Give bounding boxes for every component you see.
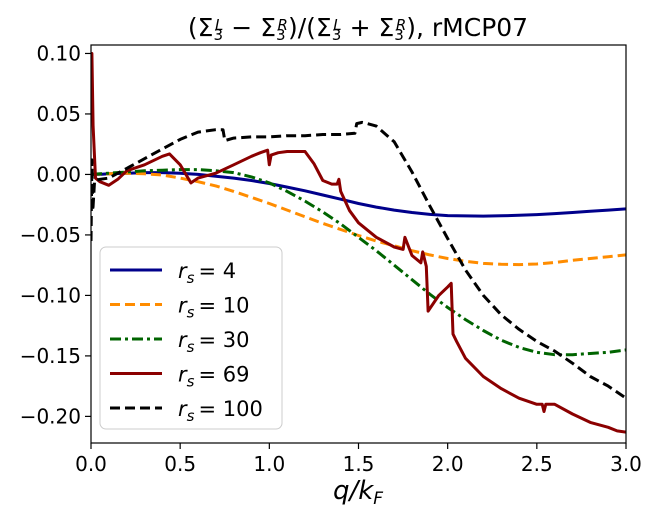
x-tick-label: 3.0 [610, 452, 642, 476]
x-axis-label: q/kF [333, 476, 383, 506]
legend-box [99, 246, 283, 430]
legend: rs = 4 rs = 10 rs = 30 rs = 69 rs = 100 [99, 246, 283, 430]
y-tick-label: −0.05 [20, 223, 81, 247]
y-tick-label: 0.10 [36, 41, 81, 65]
y-tick-label: −0.15 [20, 344, 81, 368]
y-tick-label: −0.10 [20, 283, 81, 307]
series-line-1 [91, 171, 626, 218]
legend-label-2: rs = 10 [178, 294, 249, 322]
chart-title: (Σ3L − Σ3R)/(Σ3L + Σ3R), rMCP07 [188, 13, 528, 44]
x-axis: 0.0 0.5 1.0 1.5 2.0 2.5 3.0 [75, 443, 642, 476]
series-line-2 [91, 171, 626, 267]
x-tick-label: 2.5 [521, 452, 553, 476]
x-tick-label: 1.0 [253, 452, 285, 476]
legend-label-1: rs = 4 [178, 259, 236, 287]
plot-area [90, 44, 627, 444]
y-tick-label: 0.00 [36, 162, 81, 186]
series-line-3 [91, 168, 626, 357]
series-line-5 [91, 120, 626, 400]
x-tick-label: 0.5 [164, 452, 196, 476]
legend-label-3: rs = 30 [178, 328, 249, 356]
series-line-4 [91, 52, 626, 434]
y-axis: 0.10 0.05 0.00 −0.05 −0.10 −0.15 −0.20 [20, 41, 91, 428]
y-tick-label: 0.05 [36, 102, 81, 126]
x-tick-label: 1.5 [343, 452, 375, 476]
y-tick-label: −0.20 [20, 404, 81, 428]
legend-label-4: rs = 69 [178, 363, 249, 391]
legend-label-5: rs = 100 [178, 397, 263, 425]
x-tick-label: 0.0 [75, 452, 107, 476]
x-tick-label: 2.0 [432, 452, 464, 476]
